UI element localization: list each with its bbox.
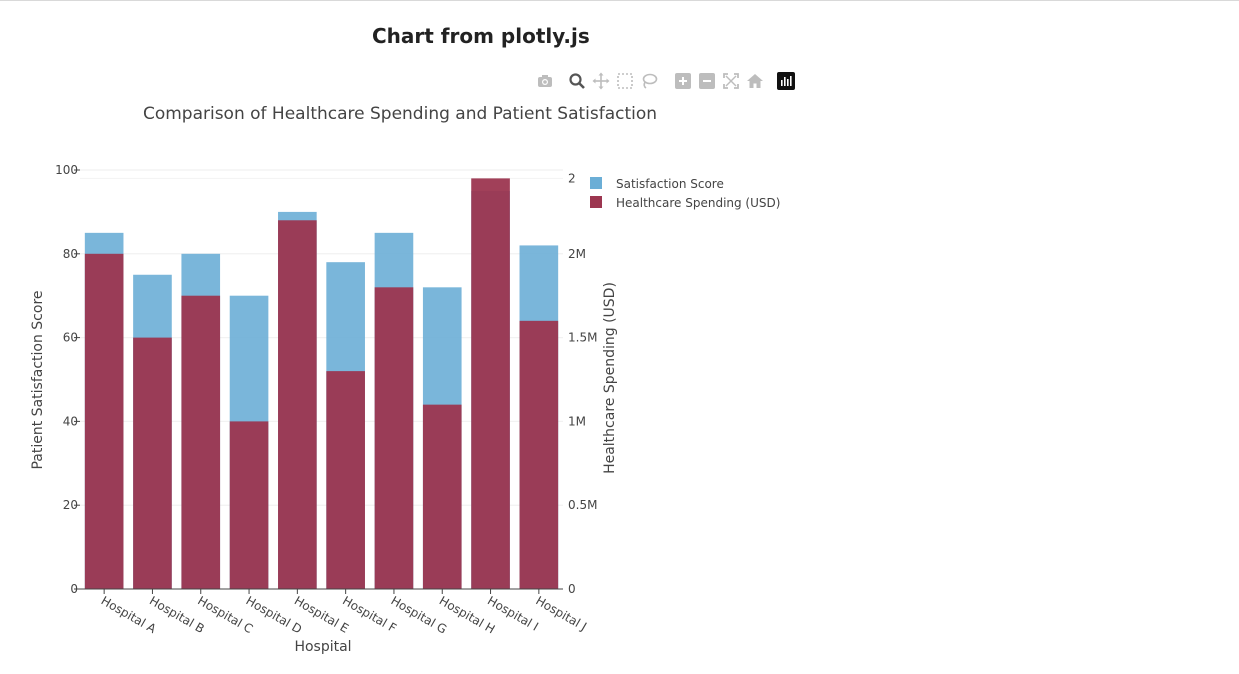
spending-bar[interactable]	[229, 421, 269, 589]
y2-tick-label: 2M	[568, 247, 586, 261]
legend-label[interactable]: Healthcare Spending (USD)	[616, 196, 780, 210]
lasso-icon[interactable]	[640, 72, 658, 90]
x-tick-label: Hospital J	[533, 593, 589, 633]
x-tick-label: Hospital F	[340, 593, 399, 635]
legend-label[interactable]: Satisfaction Score	[616, 177, 724, 191]
spending-bar[interactable]	[84, 253, 124, 590]
y-axis-title: Patient Satisfaction Score	[30, 290, 46, 469]
zoom-in-icon[interactable]	[674, 72, 692, 90]
box-select-icon[interactable]	[616, 72, 634, 90]
zoom-icon[interactable]	[568, 72, 586, 90]
y-tick-label: 100	[55, 163, 78, 177]
spending-bar[interactable]	[326, 371, 365, 589]
y-tick-label: 40	[63, 414, 78, 428]
y-tick-label: 60	[63, 331, 78, 345]
x-axis-title: Hospital	[294, 639, 351, 655]
camera-icon[interactable]	[536, 72, 554, 90]
top-border	[0, 0, 1239, 1]
page-title: Chart from plotly.js	[372, 24, 590, 48]
spending-bar[interactable]	[422, 404, 462, 589]
pan-icon[interactable]	[592, 72, 610, 90]
legend-swatch[interactable]	[590, 177, 602, 189]
y-tick-label: 20	[63, 498, 78, 512]
spending-bar[interactable]	[278, 220, 317, 589]
plotly-logo-icon[interactable]	[777, 72, 795, 90]
spending-bar[interactable]	[471, 178, 510, 589]
zoom-out-icon[interactable]	[698, 72, 716, 90]
y2-tick-label: 1.5M	[568, 331, 597, 345]
spending-bar[interactable]	[374, 287, 414, 589]
y2-tick-label: 2	[568, 171, 576, 185]
legend: Satisfaction Score Healthcare Spending (U…	[590, 177, 780, 210]
y-tick-label: 80	[63, 247, 78, 261]
legend-swatch[interactable]	[590, 196, 602, 208]
spending-bar[interactable]	[133, 337, 172, 589]
home-icon[interactable]	[746, 72, 764, 90]
y2-tick-label: 0	[568, 582, 576, 596]
chart-title: Comparison of Healthcare Spending and Pa…	[143, 104, 657, 124]
y2-tick-label: 0.5M	[568, 498, 597, 512]
autoscale-icon[interactable]	[722, 72, 740, 90]
y2-axis-title: Healthcare Spending (USD)	[602, 282, 618, 474]
y2-tick-label: 1M	[568, 414, 586, 428]
spending-bar[interactable]	[519, 320, 559, 589]
spending-bar[interactable]	[181, 295, 221, 589]
